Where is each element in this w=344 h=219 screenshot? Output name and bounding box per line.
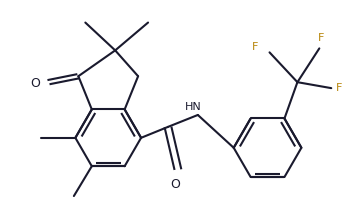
Text: F: F — [318, 34, 324, 43]
Text: HN: HN — [184, 102, 201, 112]
Text: O: O — [31, 77, 41, 90]
Text: F: F — [251, 42, 258, 52]
Text: O: O — [170, 178, 180, 191]
Text: F: F — [336, 83, 342, 93]
